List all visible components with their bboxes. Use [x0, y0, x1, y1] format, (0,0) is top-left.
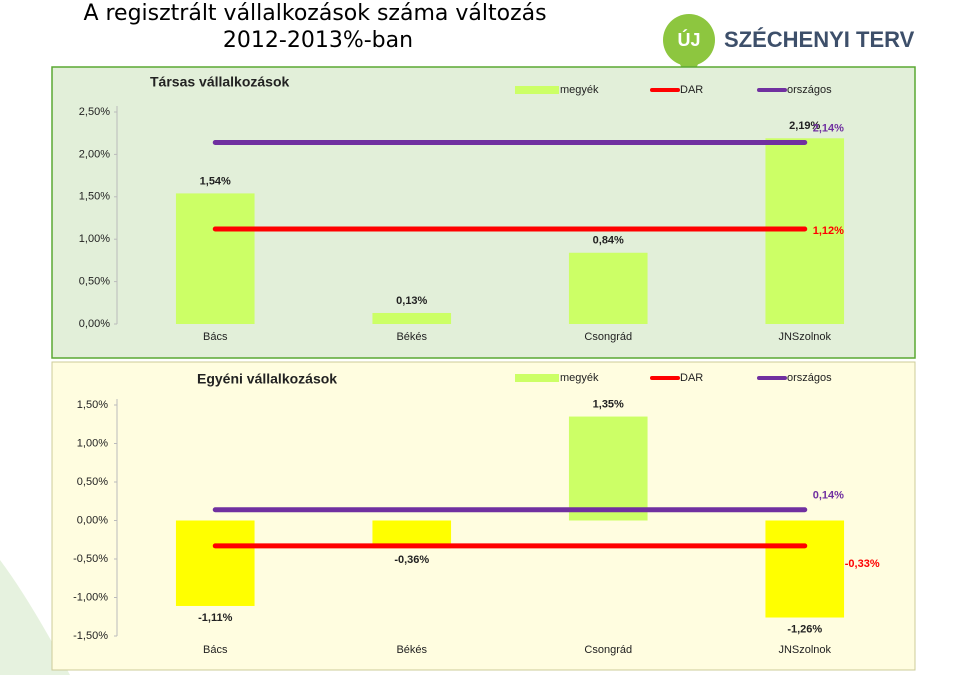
- bar: [372, 312, 452, 324]
- legend-label: megyék: [560, 372, 599, 384]
- bar: [175, 520, 255, 606]
- legend-label: országos: [787, 372, 832, 384]
- x-tick-label: Békés: [396, 331, 427, 343]
- bar: [765, 520, 845, 618]
- bar: [175, 193, 255, 324]
- bar: [568, 252, 648, 324]
- x-tick-label: JNSzolnok: [778, 331, 831, 343]
- slide-title: 2012-2013%-ban: [223, 28, 413, 53]
- value-label: -1,11%: [198, 612, 232, 624]
- y-tick-label: 2,50%: [79, 106, 110, 118]
- legend-label: DAR: [680, 84, 703, 96]
- slide-title: A regisztrált vállalkozások száma változ…: [83, 1, 546, 26]
- legend-swatch: [515, 86, 559, 94]
- y-tick-label: -1,00%: [73, 591, 108, 603]
- x-tick-label: Bács: [203, 331, 228, 343]
- x-tick-label: Bács: [203, 644, 228, 656]
- legend-label: országos: [787, 84, 832, 96]
- y-tick-label: 1,00%: [79, 233, 110, 245]
- y-tick-label: 0,00%: [77, 514, 108, 526]
- chart-panel: [51, 361, 916, 671]
- bar: [568, 416, 648, 521]
- y-tick-label: -0,50%: [73, 553, 108, 565]
- y-tick-label: 0,50%: [79, 276, 110, 288]
- legend-label: megyék: [560, 84, 599, 96]
- legend-label: DAR: [680, 372, 703, 384]
- chart-title: Társas vállalkozások: [150, 74, 290, 90]
- value-label: -1,26%: [787, 623, 822, 635]
- y-tick-label: -1,50%: [73, 630, 108, 642]
- y-tick-label: 1,50%: [77, 399, 108, 411]
- y-tick-label: 1,50%: [79, 191, 110, 203]
- value-label: 1,54%: [200, 175, 231, 187]
- line-label: 0,14%: [813, 490, 844, 502]
- x-tick-label: Csongrád: [584, 331, 632, 343]
- value-label: 1,35%: [593, 398, 624, 410]
- line-label: 1,12%: [813, 225, 844, 237]
- y-tick-label: 2,00%: [79, 148, 110, 160]
- x-tick-label: Csongrád: [584, 644, 632, 656]
- chart-title: Egyéni vállalkozások: [197, 371, 337, 387]
- y-tick-label: 0,00%: [79, 318, 110, 330]
- logo-text: SZÉCHENYI TERV: [724, 27, 915, 52]
- line-label: -0,33%: [845, 558, 880, 570]
- value-label: 2,19%: [789, 120, 820, 132]
- y-tick-label: 1,00%: [77, 437, 108, 449]
- x-tick-label: Békés: [396, 644, 427, 656]
- legend-swatch: [515, 374, 559, 382]
- x-tick-label: JNSzolnok: [778, 644, 831, 656]
- line-label: 2,14%: [813, 122, 844, 134]
- logo: ÚJ SZÉCHENYI TERV: [663, 14, 915, 84]
- value-label: -0,36%: [394, 554, 429, 566]
- value-label: 0,84%: [593, 235, 624, 247]
- logo-mark: ÚJ: [677, 29, 700, 50]
- value-label: 0,13%: [396, 295, 427, 307]
- logo-circle: [663, 14, 715, 66]
- y-tick-label: 0,50%: [77, 476, 108, 488]
